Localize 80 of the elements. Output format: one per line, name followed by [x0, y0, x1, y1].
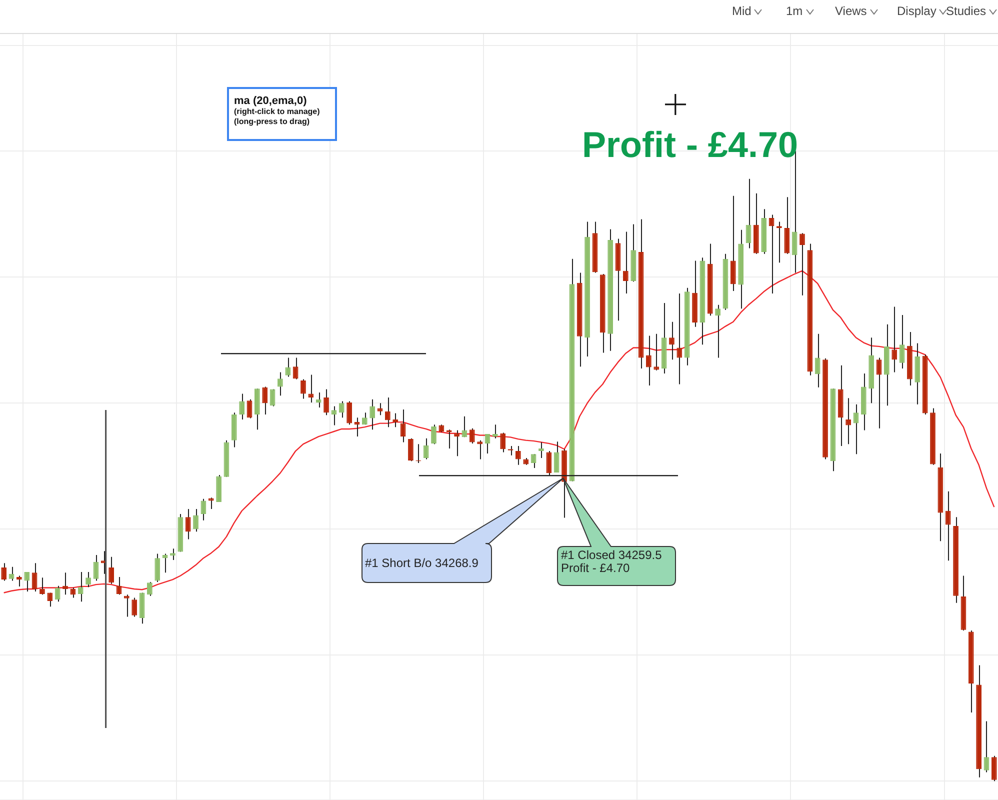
annotation: Profit - £4.70: [561, 561, 631, 575]
candlestick: [24, 571, 30, 592]
text: 1m: [786, 4, 803, 18]
candlestick: [492, 424, 498, 439]
annotation: #1 Short B/o 34268.9: [364, 555, 480, 572]
candlestick: [654, 333, 660, 371]
text: Studies: [946, 4, 986, 18]
candlestick: [86, 571, 91, 588]
text: (long-press to drag): [234, 117, 311, 127]
candlestick: [516, 445, 521, 466]
candlestick: [216, 474, 222, 503]
candlestick: [991, 755, 997, 782]
candlestick: [408, 438, 414, 462]
candlestick: [914, 342, 920, 405]
candlestick: [262, 386, 268, 415]
candlestick: [984, 720, 990, 773]
candlestick: [892, 306, 898, 373]
candlestick: [108, 556, 114, 584]
candlestick: [853, 404, 859, 455]
candlestick: [47, 592, 53, 608]
candlestick: [147, 582, 152, 596]
text: Display: [897, 4, 936, 18]
candlestick: [231, 412, 237, 448]
candlestick: [285, 357, 291, 378]
candlestick: [185, 508, 191, 540]
candlestick: [469, 428, 475, 444]
candlestick: [124, 594, 130, 618]
candlestick: [324, 388, 329, 416]
candlestick: [846, 398, 851, 445]
text: (right-click to manage): [234, 107, 321, 117]
candlestick: [730, 195, 736, 292]
candlestick: [70, 587, 76, 598]
candlestick: [385, 396, 390, 428]
candlestick: [676, 293, 682, 385]
candlestick: [239, 393, 245, 420]
candlestick: [715, 304, 720, 358]
candlestick: [54, 585, 60, 602]
candlestick: [370, 398, 376, 430]
candlestick: [154, 553, 160, 583]
annotation: #1 Closed 34259.5: [561, 548, 663, 562]
candlestick: [331, 406, 337, 426]
text: Mid: [732, 4, 752, 18]
candlestick: [208, 497, 214, 510]
candlestick: [554, 441, 560, 473]
candlestick: [16, 575, 22, 587]
candlestick: [784, 196, 790, 254]
candlestick: [538, 442, 544, 458]
candlestick: [193, 508, 198, 532]
annotation: Profit - £4.70: [580, 124, 800, 166]
candlestick: [300, 378, 306, 400]
candlestick: [546, 450, 552, 476]
candlestick: [500, 432, 506, 453]
candlestick: [945, 490, 951, 562]
candlestick: [392, 412, 398, 428]
candlestick: [814, 333, 820, 388]
candlestick: [278, 372, 283, 396]
candlestick: [477, 440, 482, 460]
candlestick: [78, 571, 84, 602]
candlestick: [32, 562, 38, 592]
candlestick: [800, 232, 805, 296]
candlestick: [530, 454, 536, 469]
candlestick: [899, 314, 905, 370]
candlestick: [170, 548, 176, 560]
candlestick: [876, 357, 882, 429]
candlestick: [132, 597, 138, 618]
candlestick: [254, 388, 260, 430]
candlestick: [377, 402, 383, 416]
candlestick: [346, 400, 352, 426]
candlestick: [308, 374, 314, 404]
text: Views: [835, 4, 867, 18]
candlestick: [338, 400, 344, 418]
candlestick: [1, 562, 7, 582]
candlestick: [669, 321, 674, 360]
candlestick: [40, 577, 45, 596]
candlestick: [423, 438, 429, 460]
candlestick: [646, 335, 652, 386]
candlestick: [622, 231, 628, 294]
candlestick: [462, 416, 468, 438]
text: ma (20,ema,0): [234, 95, 308, 107]
candlestick: [431, 424, 436, 445]
